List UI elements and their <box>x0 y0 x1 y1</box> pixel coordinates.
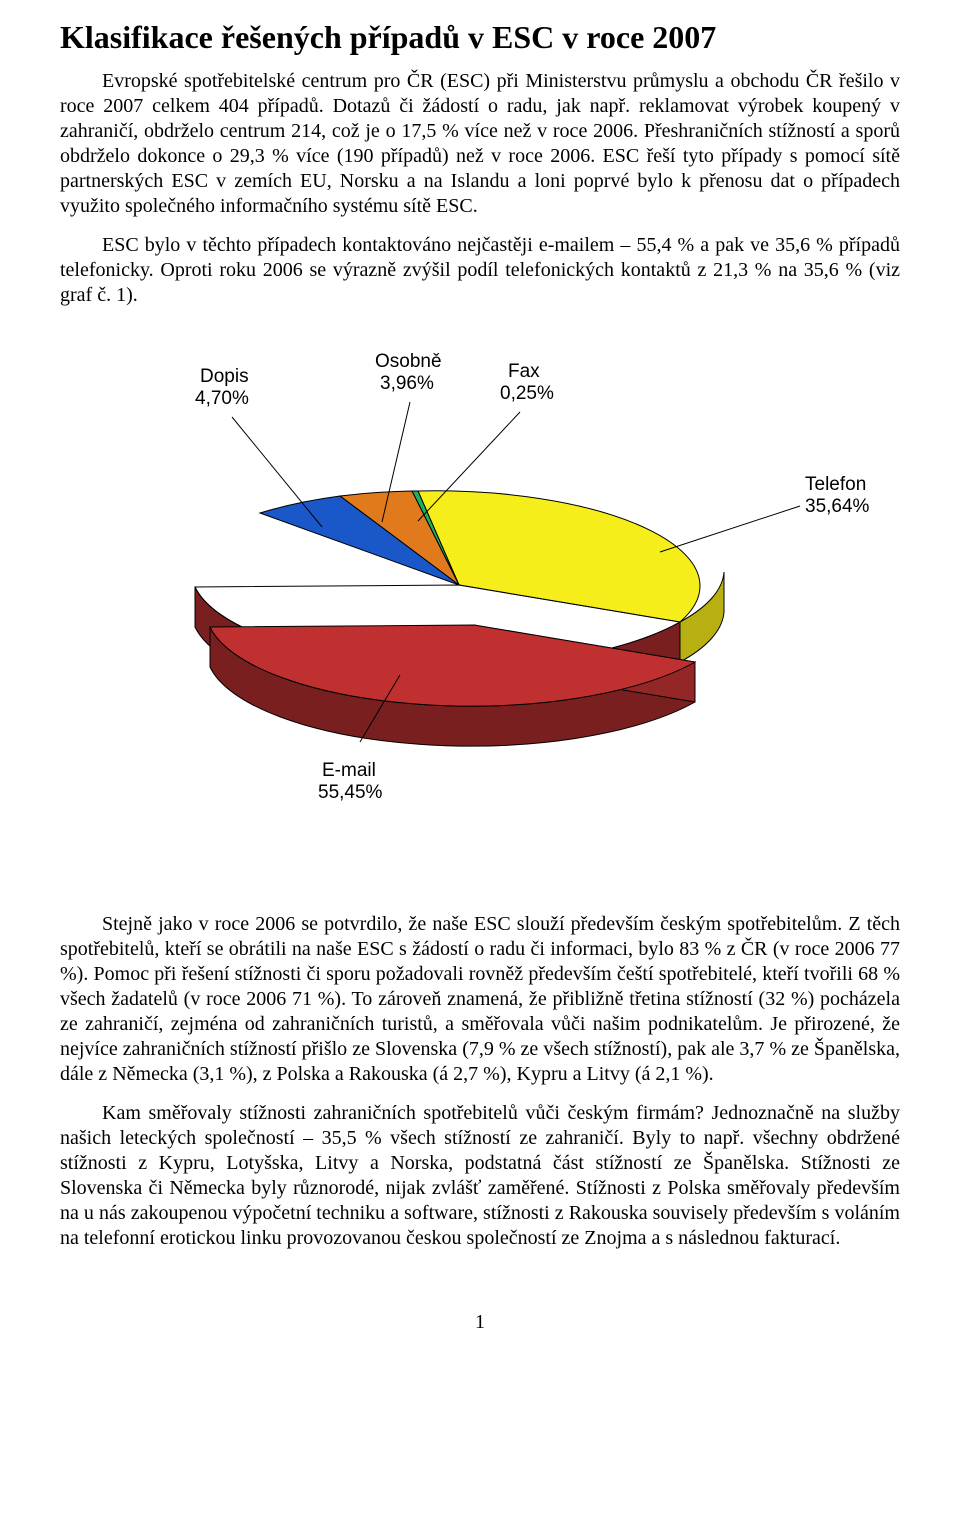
paragraph-3: Stejně jako v roce 2006 se potvrdilo, že… <box>60 912 900 1087</box>
paragraph-2: ESC bylo v těchto případech kontaktováno… <box>60 233 900 308</box>
page-number: 1 <box>60 1311 900 1334</box>
label-email: E-mail55,45% <box>318 760 383 803</box>
label-osobne: Osobně3,96% <box>375 351 442 394</box>
label-dopis: Dopis4,70% <box>195 366 249 409</box>
page-title: Klasifikace řešených případů v ESC v roc… <box>60 20 900 55</box>
document-page: Klasifikace řešených případů v ESC v roc… <box>0 0 960 1374</box>
paragraph-4: Kam směřovaly stížnosti zahraničních spo… <box>60 1101 900 1251</box>
label-telefon: Telefon35,64% <box>805 474 870 517</box>
contact-method-pie-chart: Dopis4,70% Osobně3,96% Fax0,25% Telefon3… <box>60 322 900 882</box>
paragraph-1: Evropské spotřebitelské centrum pro ČR (… <box>60 69 900 219</box>
